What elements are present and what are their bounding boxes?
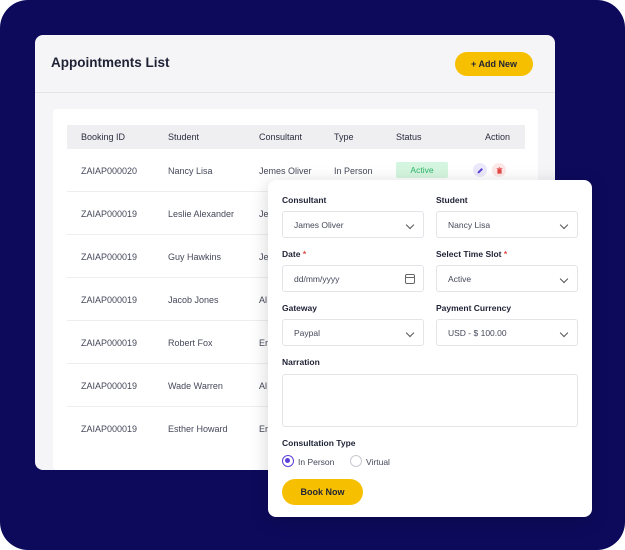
column-header-student: Student bbox=[168, 132, 200, 142]
booking-id: ZAIAP000019 bbox=[81, 381, 138, 391]
student-label: Student bbox=[436, 195, 468, 205]
calendar-icon[interactable] bbox=[405, 274, 415, 284]
student-name: Wade Warren bbox=[168, 381, 223, 391]
student-name: Guy Hawkins bbox=[168, 252, 222, 262]
appointment-type: In Person bbox=[334, 166, 373, 176]
virtual-radio[interactable] bbox=[350, 455, 362, 467]
time-slot-select[interactable]: Active bbox=[436, 265, 578, 292]
booking-id: ZAIAP000019 bbox=[81, 252, 138, 262]
narration-textarea[interactable] bbox=[282, 374, 578, 427]
list-header: Appointments List + Add New bbox=[35, 35, 555, 93]
required-mark: * bbox=[503, 249, 508, 259]
booking-id: ZAIAP000020 bbox=[81, 166, 138, 176]
consultant-select-value: James Oliver bbox=[294, 220, 344, 230]
student-name: Robert Fox bbox=[168, 338, 213, 348]
payment-currency-label: Payment Currency bbox=[436, 303, 512, 313]
column-header-status: Status bbox=[396, 132, 422, 142]
date-label: Date * bbox=[282, 249, 306, 259]
student-name: Leslie Alexander bbox=[168, 209, 235, 219]
chevron-down-icon bbox=[559, 274, 569, 284]
gateway-value: Paypal bbox=[294, 328, 320, 338]
status-badge: Active bbox=[396, 162, 448, 178]
column-header-action: Action bbox=[485, 132, 511, 142]
delete-icon[interactable] bbox=[492, 163, 506, 177]
required-mark: * bbox=[302, 249, 307, 259]
date-input[interactable]: dd/mm/yyyy bbox=[282, 265, 424, 292]
consultant-name: Er bbox=[259, 424, 268, 434]
booking-id: ZAIAP000019 bbox=[81, 338, 138, 348]
consultant-label: Consultant bbox=[282, 195, 327, 205]
booking-id: ZAIAP000019 bbox=[81, 295, 138, 305]
payment-currency-select[interactable]: USD - $ 100.00 bbox=[436, 319, 578, 346]
student-select-value: Nancy Lisa bbox=[448, 220, 491, 230]
book-now-button[interactable]: Book Now bbox=[282, 479, 363, 505]
booking-id: ZAIAP000019 bbox=[81, 209, 138, 219]
in-person-radio[interactable] bbox=[282, 455, 294, 467]
student-select[interactable]: Nancy Lisa bbox=[436, 211, 578, 238]
payment-currency-value: USD - $ 100.00 bbox=[448, 328, 507, 338]
table-row[interactable]: ZAIAP000019 Esther Howard Er bbox=[67, 407, 525, 450]
narration-label: Narration bbox=[282, 357, 320, 367]
time-slot-label-text: Select Time Slot bbox=[436, 249, 502, 259]
column-header-consultant: Consultant bbox=[259, 132, 303, 142]
chevron-down-icon bbox=[405, 328, 415, 338]
consultant-name: Al bbox=[259, 295, 268, 305]
booking-id: ZAIAP000019 bbox=[81, 424, 138, 434]
time-slot-label: Select Time Slot * bbox=[436, 249, 507, 259]
add-new-button[interactable]: + Add New bbox=[455, 52, 533, 76]
column-header-type: Type bbox=[334, 132, 354, 142]
column-header-booking-id: Booking ID bbox=[81, 132, 126, 142]
booking-form-card: Consultant James Oliver Student Nancy Li… bbox=[268, 180, 592, 517]
student-name: Nancy Lisa bbox=[168, 166, 213, 176]
time-slot-value: Active bbox=[448, 274, 472, 284]
consultation-type-label: Consultation Type bbox=[282, 438, 356, 448]
student-name: Esther Howard bbox=[168, 424, 228, 434]
consultant-name: Al bbox=[259, 381, 268, 391]
consultant-name: Jemes Oliver bbox=[259, 166, 312, 176]
date-label-text: Date bbox=[282, 249, 301, 259]
gateway-select[interactable]: Paypal bbox=[282, 319, 424, 346]
date-placeholder: dd/mm/yyyy bbox=[294, 274, 340, 284]
chevron-down-icon bbox=[559, 220, 569, 230]
in-person-radio-label[interactable]: In Person bbox=[298, 457, 335, 467]
edit-icon[interactable] bbox=[473, 163, 487, 177]
chevron-down-icon bbox=[559, 328, 569, 338]
consultant-name: Er bbox=[259, 338, 268, 348]
consultant-name: Je bbox=[259, 209, 269, 219]
consultant-select[interactable]: James Oliver bbox=[282, 211, 424, 238]
gateway-label: Gateway bbox=[282, 303, 317, 313]
virtual-radio-label[interactable]: Virtual bbox=[366, 457, 390, 467]
table-header: Booking ID Student Consultant Type Statu… bbox=[67, 125, 525, 149]
student-name: Jacob Jones bbox=[168, 295, 219, 305]
chevron-down-icon bbox=[405, 220, 415, 230]
page-title: Appointments List bbox=[51, 55, 170, 70]
consultant-name: Je bbox=[259, 252, 269, 262]
